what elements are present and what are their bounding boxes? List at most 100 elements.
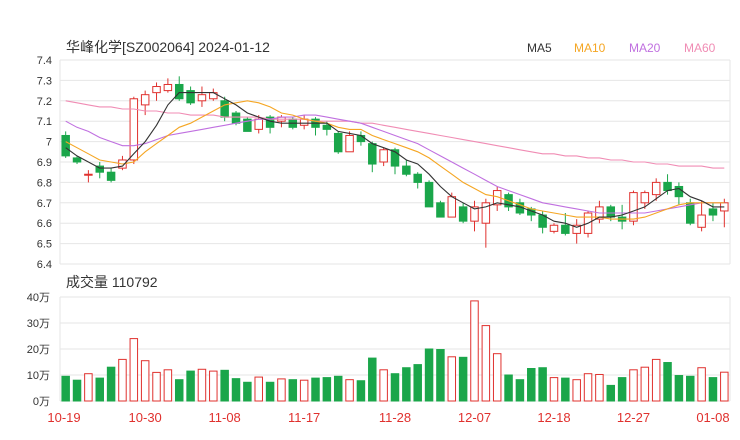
volume-chart-title: 成交量 110792 (66, 274, 158, 290)
volume-bar-down (663, 362, 672, 402)
volume-bar-down (561, 377, 570, 402)
volume-bar-down (106, 366, 116, 402)
volume-bar-up (254, 376, 263, 402)
moving-average-lines (65, 92, 725, 228)
candle-down (402, 165, 411, 175)
volume-bar-down (356, 380, 366, 402)
volume-bar-up (163, 369, 173, 402)
price-tick-label: 6.8 (37, 177, 52, 189)
volume-bar-down (174, 379, 184, 402)
candle-up (152, 86, 161, 94)
candle-down (95, 165, 104, 173)
volume-bar-up (572, 379, 581, 402)
candle-up (163, 83, 173, 92)
candle-down (436, 202, 445, 218)
candle-up (140, 94, 150, 106)
price-tick-label: 6.9 (37, 157, 52, 169)
volume-bar-down (424, 348, 434, 402)
candle-down (322, 124, 332, 130)
volume-bar-up (118, 358, 127, 402)
volume-bar-up (140, 360, 150, 402)
price-tick-label: 6.6 (37, 218, 52, 230)
volume-bar-down (686, 375, 695, 402)
volume-bar-down (243, 381, 252, 402)
x-axis: 10-19 10-30 11-08 11-17 11-28 12-07 12-1… (47, 410, 729, 425)
candle-down (708, 208, 718, 216)
volume-bar-up (470, 300, 479, 402)
volume-bar-up (595, 373, 604, 402)
volume-bar-up (447, 356, 457, 402)
legend-ma10: MA10 (574, 41, 606, 55)
candle-up (254, 118, 263, 130)
volume-bar-down (527, 368, 536, 402)
volume-bar-down (220, 369, 229, 402)
volume-bar-down (402, 367, 411, 402)
volume-bar-down (288, 379, 298, 402)
candle-down (106, 171, 116, 181)
candle-down (174, 83, 184, 100)
candle-up (481, 202, 491, 224)
price-tick-label: 7.2 (37, 96, 52, 108)
volume-bar-down (311, 377, 320, 402)
candle-down (231, 112, 241, 124)
candlestick-series (61, 76, 729, 248)
volume-y-axis: 40万 30万 20万 10万 0万 (27, 292, 50, 408)
price-tick-label: 7.1 (37, 116, 52, 128)
volume-bar-down (186, 370, 195, 402)
price-tick-label: 7.3 (37, 75, 52, 87)
candle-down (458, 206, 468, 222)
volume-bar-down (504, 374, 513, 402)
volume-tick-label: 10万 (27, 370, 50, 382)
volume-tick-label: 20万 (27, 344, 50, 356)
candle-up (447, 196, 457, 218)
candle-up (651, 181, 661, 196)
price-tick-label: 7.4 (37, 55, 52, 67)
x-tick-label: 12-18 (537, 410, 570, 425)
x-tick-label: 10-19 (47, 410, 80, 425)
volume-bar-up (379, 369, 388, 402)
volume-bar-up (629, 369, 638, 402)
legend-ma60: MA60 (684, 41, 716, 55)
volume-bar-down (674, 375, 684, 402)
candle-down (61, 134, 70, 157)
volume-bar-up (481, 325, 491, 402)
volume-bar-up (129, 338, 139, 402)
volume-bar-down (265, 381, 275, 402)
volume-tick-label: 0万 (33, 396, 50, 408)
candle-up (697, 214, 706, 228)
candle-up (549, 224, 559, 232)
volume-bar-up (197, 368, 207, 402)
candle-down (186, 90, 195, 104)
volume-bar-down (322, 377, 332, 402)
volume-bar-down (458, 356, 468, 402)
volume-bar-up (152, 371, 161, 402)
candle-up (84, 173, 93, 176)
volume-bar-down (708, 377, 718, 402)
x-tick-label: 11-08 (209, 410, 241, 425)
price-y-axis: 7.4 7.3 7.2 7.1 7 6.9 6.8 6.7 6.6 6.5 6.… (37, 55, 52, 271)
volume-bar-down (617, 377, 627, 402)
candle-down (413, 173, 422, 183)
candle-down (333, 132, 343, 153)
x-tick-label: 10-30 (129, 410, 162, 425)
candle-down (686, 202, 695, 224)
ma10-line (65, 100, 725, 220)
volume-bar-up (277, 378, 286, 402)
chart-legend: MA5 MA10 MA20 MA60 (527, 41, 716, 55)
candle-down (663, 181, 672, 192)
ma5-line (65, 92, 725, 228)
volume-bar-down (538, 367, 547, 402)
candle-down (72, 157, 82, 163)
candle-down (561, 224, 570, 234)
candle-down (243, 118, 252, 132)
x-tick-label: 01-08 (696, 410, 729, 425)
volume-bar-down (231, 378, 241, 402)
price-tick-label: 6.7 (37, 198, 52, 210)
x-tick-label: 12-07 (458, 410, 491, 425)
candle-down (220, 100, 229, 118)
volume-bar-up (583, 373, 593, 402)
candle-up (345, 134, 354, 153)
price-tick-label: 6.5 (37, 239, 52, 251)
price-tick-label: 6.4 (37, 259, 52, 271)
